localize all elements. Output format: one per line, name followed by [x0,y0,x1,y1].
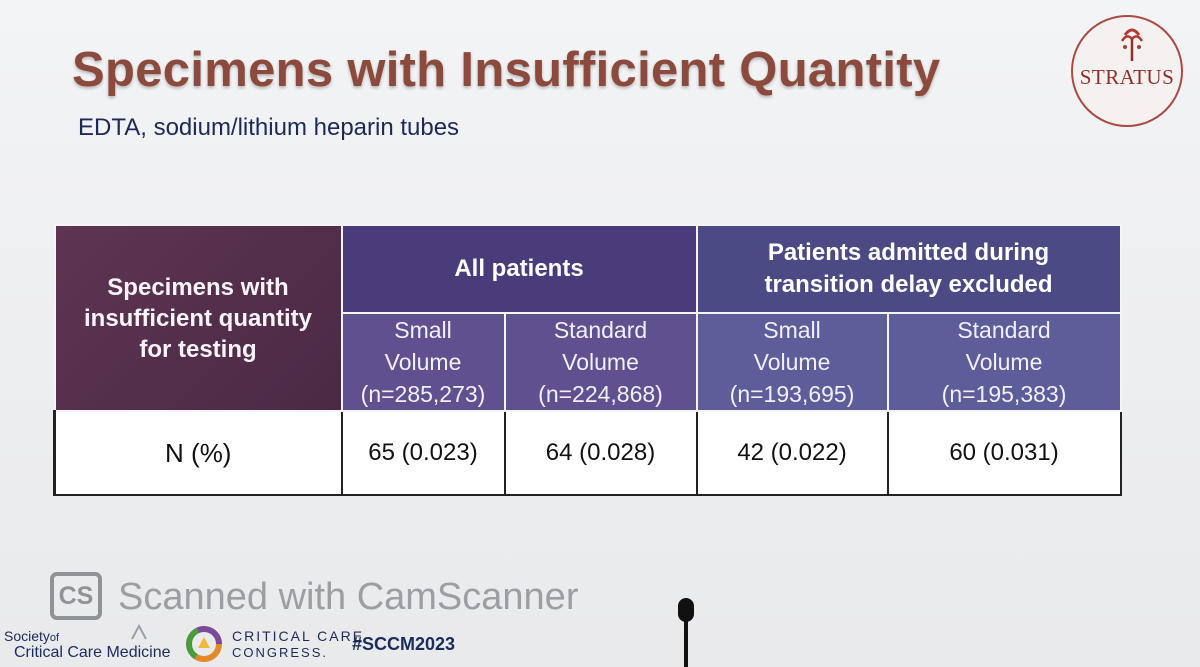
footer: Societyof Critical Care Medicine CRITICA… [0,618,1200,667]
column-header-line: Small [394,317,452,343]
group-header-line: transition delay excluded [764,271,1053,298]
column-header: Small Volume (n=193,695) [695,312,889,412]
slide-title: Specimens with Insufficient Quantity [72,43,941,97]
table-cell: 60 (0.031) [886,410,1122,496]
corner-header: Specimens with insufficient quantity for… [53,224,343,412]
column-header: Standard Volume (n=195,383) [886,312,1122,412]
column-header-line: Volume [562,349,639,375]
column-header-line: (n=193,695) [729,381,855,407]
table-cell: 42 (0.022) [695,410,889,496]
sccm-mark-icon [131,624,147,640]
microphone-icon [678,598,694,622]
table-cell: 65 (0.023) [340,410,506,496]
column-header-line: (n=285,273) [360,381,486,407]
column-header-line: Standard [957,317,1051,343]
sccm-society-text: Society [4,628,50,644]
column-header: Small Volume (n=285,273) [340,312,506,412]
sccm-of-text: of [49,632,60,644]
camscanner-watermark: Scanned with CamScanner [118,576,579,618]
column-header-line: Volume [965,349,1043,375]
congress-line1: CRITICAL CARE [232,628,365,644]
table-row: N (%) 65 (0.023) 64 (0.028) 42 (0.022) 6… [53,410,1122,496]
column-header-line: (n=195,383) [941,381,1067,407]
stratus-logo-text: STRATUS [1079,65,1175,89]
corner-line: Specimens with [107,273,289,301]
column-header: Standard Volume (n=224,868) [503,312,698,412]
table-cell: 64 (0.028) [503,410,698,496]
hashtag: #SCCM2023 [352,634,456,654]
stratus-symbol-icon [1120,28,1144,61]
corner-line: for testing [139,335,257,363]
critical-care-congress-logo-icon [186,626,222,662]
sccm-logo-line1: Societyof [4,628,59,644]
corner-line: insufficient quantity [84,304,312,332]
camscanner-logo-icon: CS [50,572,102,620]
column-header-line: (n=224,868) [538,381,663,407]
group-header-excluded: Patients admitted during transition dela… [695,224,1122,314]
group-header-all-patients: All patients [340,224,698,314]
sccm-logo-line2: Critical Care Medicine [14,644,171,661]
stratus-logo: STRATUS [1071,15,1183,127]
column-header-line: Volume [753,349,831,375]
microphone-stand [684,614,688,667]
congress-line2: CONGRESS. [232,645,329,660]
group-header-line: Patients admitted during [767,239,1050,266]
results-table: Specimens with insufficient quantity for… [53,224,1122,496]
column-header-line: Standard [553,317,648,343]
column-header-line: Small [763,317,821,343]
row-label: N (%) [53,410,343,496]
slide-subtitle: EDTA, sodium/lithium heparin tubes [78,114,460,141]
column-header-line: Volume [384,349,462,375]
